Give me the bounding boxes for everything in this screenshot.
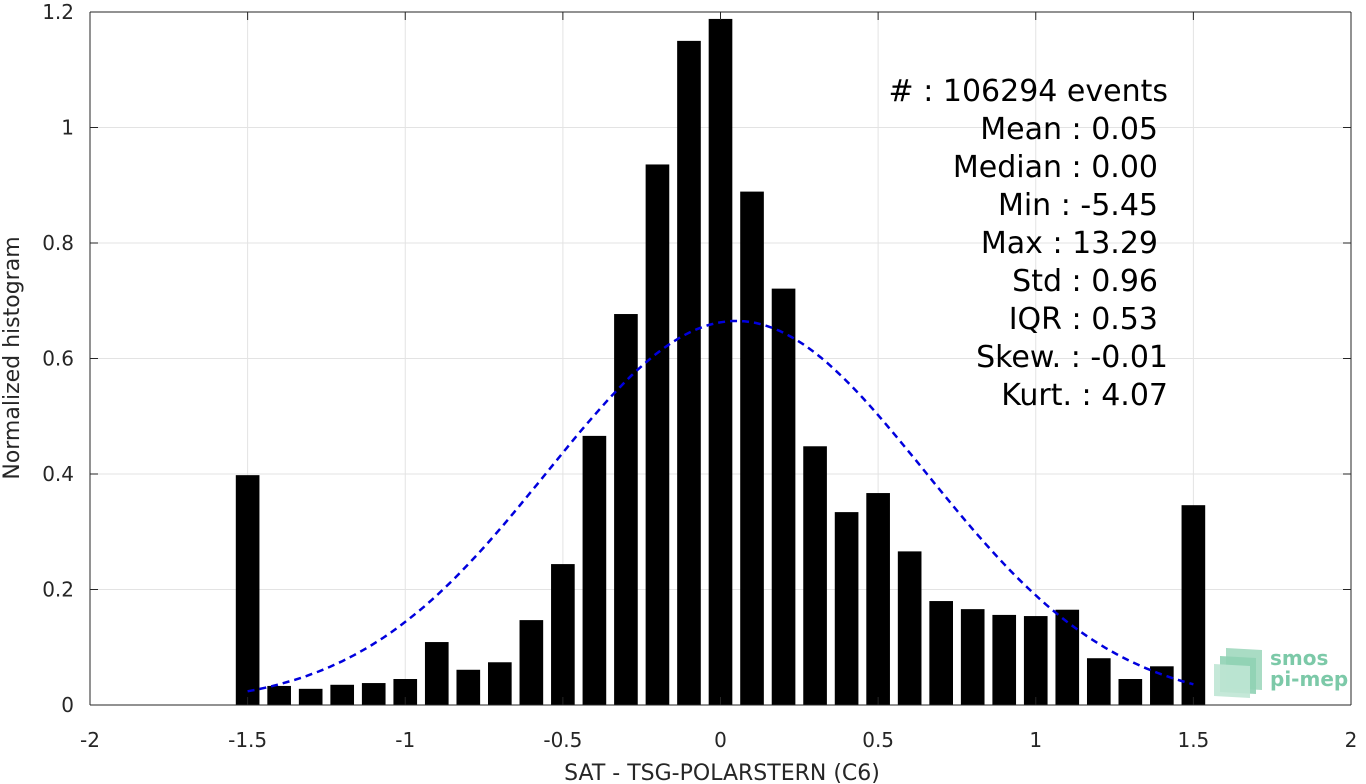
x-tick-label-4: 0 xyxy=(714,728,727,752)
x-tick-label-2: -1 xyxy=(395,728,415,752)
histogram-bar-5 xyxy=(393,679,418,705)
histogram-bar-30 xyxy=(1181,505,1206,705)
histogram-bar-12 xyxy=(614,314,638,705)
histogram-bar-13 xyxy=(645,164,670,705)
histogram-bar-10 xyxy=(551,564,575,705)
x-axis-label: SAT - TSG-POLARSTERN (C6) xyxy=(564,761,880,784)
stat-line-6: IQR : 0.53 xyxy=(1009,302,1158,337)
histogram-bar-3 xyxy=(330,684,355,705)
histogram-bar-27 xyxy=(1086,658,1111,705)
stat-line-2: Median : 0.00 xyxy=(953,150,1158,185)
histogram-bar-22 xyxy=(929,601,953,705)
histogram-bar-2 xyxy=(298,688,323,705)
stat-line-5: Std : 0.96 xyxy=(1012,264,1158,299)
histogram-bar-26 xyxy=(1055,609,1080,705)
gaussian-fit-curve xyxy=(247,319,1194,693)
histogram-bar-15 xyxy=(708,18,733,706)
histogram-bar-8 xyxy=(488,662,512,705)
stat-line-8: Kurt. : 4.07 xyxy=(1001,378,1168,413)
stat-line-7: Skew. : -0.01 xyxy=(976,340,1168,375)
histogram-bar-23 xyxy=(960,609,985,705)
histogram-bar-21 xyxy=(897,551,922,705)
x-tick-label-0: -2 xyxy=(80,728,100,752)
histogram-bar-9 xyxy=(519,620,544,705)
x-tick-labels: -2 -1.5 -1 -0.5 0 0.5 1 1.5 2 xyxy=(80,728,1357,752)
histogram-bar-1 xyxy=(267,685,291,705)
logo-layers-icon xyxy=(1214,648,1262,698)
stat-line-3: Min : -5.45 xyxy=(998,188,1158,223)
y-tick-label-3: 0.6 xyxy=(42,347,74,371)
histogram-bar-0 xyxy=(235,475,260,705)
histogram-bars xyxy=(235,18,1206,706)
y-tick-label-0: 0 xyxy=(61,693,74,717)
histogram-bar-20 xyxy=(866,493,890,705)
histogram-bar-4 xyxy=(361,683,386,705)
y-tick-label-5: 1 xyxy=(61,116,74,140)
x-tick-label-3: -0.5 xyxy=(543,728,582,752)
x-tick-label-8: 2 xyxy=(1345,728,1358,752)
stat-line-1: Mean : 0.05 xyxy=(980,112,1158,147)
y-tick-label-4: 0.8 xyxy=(42,231,74,255)
y-tick-label-6: 1.2 xyxy=(42,0,74,24)
y-tick-labels: 0 0.2 0.4 0.6 0.8 1 1.2 xyxy=(42,0,74,717)
logo-line-2: pi-mep xyxy=(1270,667,1348,691)
logo-line-1: smos xyxy=(1270,646,1328,670)
stat-line-0: # : 106294 events xyxy=(889,74,1168,109)
stat-line-4: Max : 13.29 xyxy=(981,226,1158,261)
histogram-bar-25 xyxy=(1023,616,1048,705)
x-tick-label-7: 1.5 xyxy=(1177,728,1209,752)
y-tick-label-1: 0.2 xyxy=(42,578,74,602)
histogram-bar-14 xyxy=(677,40,701,705)
x-tick-label-5: 0.5 xyxy=(862,728,894,752)
axes xyxy=(89,11,1352,706)
histogram-bar-6 xyxy=(424,642,449,705)
histogram-bar-29 xyxy=(1150,666,1174,705)
histogram-bar-24 xyxy=(992,614,1017,705)
smos-pimep-logo: smos pi-mep xyxy=(1214,646,1348,698)
y-axis-label: Normalized histogram xyxy=(0,236,25,479)
histogram-bar-16 xyxy=(740,191,764,706)
histogram-bar-7 xyxy=(456,669,481,705)
histogram-bar-17 xyxy=(771,288,796,705)
x-tick-label-1: -1.5 xyxy=(228,728,267,752)
histogram-bar-28 xyxy=(1118,679,1143,705)
x-tick-label-6: 1 xyxy=(1029,728,1042,752)
y-tick-label-2: 0.4 xyxy=(42,462,74,486)
histogram-bar-18 xyxy=(803,446,827,705)
histogram-bar-11 xyxy=(582,435,607,705)
histogram-bar-19 xyxy=(834,512,859,705)
